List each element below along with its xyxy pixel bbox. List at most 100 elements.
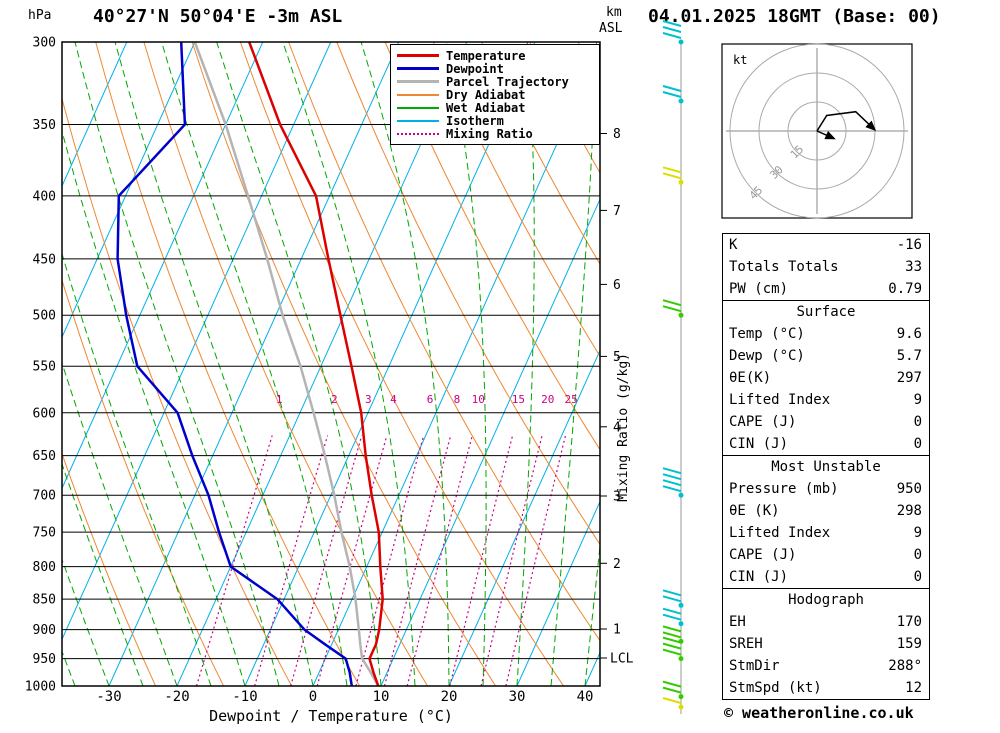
- stats-panel: K -16 Totals Totals 33 PW (cm) 0.79 Surface Tem…: [722, 233, 930, 700]
- svg-text:8: 8: [613, 127, 621, 142]
- stat-label: CAPE (J): [729, 547, 797, 563]
- wind-barb-feather: [662, 172, 682, 180]
- stat-row: CIN (J) 0: [723, 433, 929, 455]
- wind-barb-column: [662, 20, 684, 714]
- stat-label: Temp (°C): [729, 326, 805, 342]
- svg-text:850: 850: [33, 593, 56, 608]
- hodograph-ring: [787, 101, 847, 161]
- stat-value: 33: [905, 259, 922, 275]
- legend-line-sample: [397, 54, 439, 57]
- stat-label: Pressure (mb): [729, 481, 839, 497]
- svg-text:600: 600: [33, 406, 56, 421]
- pressure-tick-labels: 300 350 400 450 500 550 600 650 700 750 800 850 900 9…: [25, 36, 56, 695]
- wind-barb-feather: [662, 607, 682, 615]
- svg-text:-20: -20: [164, 689, 189, 705]
- stat-label: SREH: [729, 636, 763, 652]
- hodograph-trace: [816, 110, 877, 132]
- wind-barb-feather: [662, 642, 682, 650]
- wind-barb-feather: [662, 595, 682, 603]
- stat-row: θE(K) 297: [723, 367, 929, 389]
- stat-value: 12: [905, 680, 922, 696]
- copyright: © weatheronline.co.uk: [724, 704, 914, 722]
- dewpoint-curve: [116, 42, 354, 686]
- wind-barb-dot: [678, 179, 684, 185]
- stat-value: 298: [896, 503, 922, 519]
- svg-text:-10: -10: [232, 689, 257, 705]
- stat-value: 0: [913, 569, 922, 585]
- stat-row: PW (cm) 0.79: [723, 278, 929, 300]
- stat-value: 288°: [888, 658, 922, 674]
- stats-section-title: Surface: [796, 304, 856, 320]
- wind-barb-feather: [662, 625, 682, 633]
- svg-text:-30: -30: [96, 689, 121, 705]
- legend-item: Mixing Ratio: [397, 127, 599, 141]
- legend-line-sample: [397, 93, 439, 96]
- svg-text:300: 300: [33, 36, 56, 51]
- wind-barb-feather: [662, 85, 682, 92]
- svg-text:20: 20: [441, 689, 458, 705]
- legend-label: Wet Adiabat: [446, 100, 526, 115]
- wind-barb-dot: [678, 39, 684, 45]
- wind-barb-feather: [662, 473, 682, 481]
- legend-item: Dewpoint: [397, 62, 599, 76]
- stats-section: K -16 Totals Totals 33 PW (cm) 0.79: [722, 233, 930, 301]
- wind-barb-feather: [662, 91, 682, 98]
- svg-text:1000: 1000: [25, 680, 56, 695]
- svg-text:450: 450: [33, 252, 56, 267]
- wind-barb-feather: [662, 589, 682, 597]
- wind-barb-feather: [662, 299, 682, 307]
- km-unit-label: km: [606, 5, 622, 20]
- svg-text:40: 40: [577, 689, 594, 705]
- svg-text:2: 2: [331, 393, 338, 406]
- wind-barb-feather: [662, 636, 682, 644]
- stat-row: CAPE (J) 0: [723, 544, 929, 566]
- wind-barb-feather: [662, 32, 682, 39]
- stat-label: Dewp (°C): [729, 348, 805, 364]
- stats-section-title: Most Unstable: [771, 459, 881, 475]
- altitude-ticks: 8 7 6 5 4 3 2 1 LCL: [600, 127, 634, 667]
- wind-barb-dot: [678, 656, 684, 662]
- wind-barb-feather: [662, 26, 682, 33]
- legend-line-sample: [397, 119, 439, 122]
- svg-text:7: 7: [613, 204, 621, 219]
- stat-label: EH: [729, 614, 746, 630]
- stat-label: Lifted Index: [729, 525, 831, 541]
- svg-text:4: 4: [613, 420, 621, 435]
- isotherm-lines: [62, 42, 600, 686]
- stat-row: Lifted Index 9: [723, 522, 929, 544]
- stat-row: Temp (°C) 9.6: [723, 323, 929, 345]
- stat-row: EH 170: [723, 611, 929, 633]
- wind-barb-feather: [662, 686, 682, 694]
- svg-text:6: 6: [613, 278, 621, 293]
- stat-value: 5.7: [896, 348, 922, 364]
- lcl-label: LCL: [610, 652, 634, 667]
- legend-item: Wet Adiabat: [397, 100, 599, 115]
- hodograph-unit-label: kt: [733, 53, 747, 67]
- legend-item: Parcel Trajectory: [397, 75, 599, 89]
- wind-barb-feather: [662, 613, 682, 621]
- svg-text:10: 10: [373, 689, 390, 705]
- stat-row: Totals Totals 33: [723, 256, 929, 278]
- stats-section: Most Unstable Pressure (mb) 950 θE (K) 298 Li…: [722, 455, 930, 589]
- legend-line-sample: [397, 132, 439, 135]
- stat-row: StmDir 288°: [723, 655, 929, 677]
- stat-label: θE(K): [729, 370, 772, 386]
- plot-border: [61, 41, 601, 687]
- temperature-tick-labels: -30 -20 -10 0 10 20 30 40: [96, 689, 593, 705]
- svg-text:700: 700: [33, 489, 56, 504]
- wind-barb-feather: [662, 485, 682, 493]
- stat-label: CIN (J): [729, 436, 789, 452]
- stat-row: Lifted Index 9: [723, 389, 929, 411]
- stat-value: 0: [913, 436, 922, 452]
- svg-text:1: 1: [613, 623, 621, 638]
- stat-label: θE (K): [729, 503, 780, 519]
- wind-barb-feather: [662, 631, 682, 639]
- svg-text:5: 5: [613, 350, 621, 365]
- svg-text:1: 1: [276, 393, 283, 406]
- legend-item: Isotherm: [397, 114, 599, 128]
- svg-text:8: 8: [454, 393, 461, 406]
- stat-label: Totals Totals: [729, 259, 839, 275]
- stat-value: 0: [913, 547, 922, 563]
- stat-label: Lifted Index: [729, 392, 831, 408]
